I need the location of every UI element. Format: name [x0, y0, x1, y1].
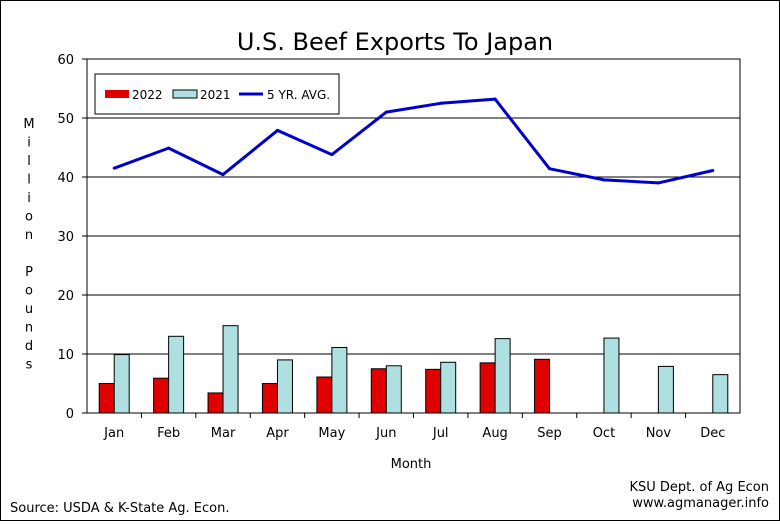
line-point-apr [275, 128, 279, 132]
y-axis-label-char: n [25, 228, 33, 243]
bar-2021-oct [603, 337, 620, 414]
y-axis-label-char: o [25, 210, 33, 225]
x-axis-ticks: Jan Feb Mar Apr May Jun Jul Aug Sep Oct Nov Dec [103, 413, 725, 441]
legend-box [94, 73, 340, 115]
y-tick-label-60: 60 [57, 53, 74, 68]
bar-2021-jun [385, 365, 402, 414]
bar-2021-aug [494, 338, 511, 414]
line-point-nov [656, 181, 660, 185]
x-tick-label-jan: Jan [103, 426, 124, 441]
line-point-may [330, 153, 334, 157]
y-tick-label-10: 10 [57, 348, 74, 363]
legend-label-5yr-avg: 5 YR. AVG. [267, 88, 330, 102]
chart-title: U.S. Beef Exports To Japan [237, 28, 553, 56]
x-tick-label-sep: Sep [537, 426, 562, 441]
y-axis-ticks: 0 10 20 30 40 50 60 [57, 53, 87, 422]
y-axis-label-char: P [25, 265, 33, 280]
source-note: Source: USDA & K-State Ag. Econ. [10, 501, 230, 516]
x-tick-label-apr: Apr [266, 426, 289, 441]
bar-2021-apr [276, 359, 293, 414]
line-point-feb [167, 146, 171, 150]
x-tick-label-aug: Aug [482, 426, 507, 441]
y-axis-label-char: s [26, 358, 33, 373]
x-tick-label-mar: Mar [211, 426, 236, 441]
bar-2022-may [316, 376, 333, 414]
org-name: KSU Dept. of Ag Econ [629, 480, 769, 495]
y-tick-label-50: 50 [57, 112, 74, 127]
avg-line [112, 97, 715, 185]
y-axis-label-char: l [27, 154, 31, 169]
x-tick-label-feb: Feb [157, 426, 180, 441]
y-tick-label-0: 0 [66, 407, 74, 422]
line-point-jun [384, 110, 388, 114]
x-tick-label-oct: Oct [593, 426, 615, 441]
y-axis-label-char: i [27, 191, 31, 206]
y-axis-label-char: d [25, 339, 33, 354]
org-website: www.agmanager.info [632, 496, 769, 511]
bar-2021-jul [440, 361, 457, 414]
y-axis-label-char: l [27, 173, 31, 188]
y-axis-label-char: n [25, 321, 33, 336]
bars [98, 325, 729, 414]
y-axis-label-char: o [25, 284, 33, 299]
line-point-sep [548, 167, 552, 171]
bar-2021-mar [222, 325, 239, 414]
line-point-mar [221, 173, 225, 177]
x-tick-label-jun: Jun [375, 426, 396, 441]
bar-2022-sep [534, 358, 551, 414]
bar-2022-apr [261, 383, 278, 414]
gridlines [87, 117, 740, 355]
bar-2021-dec [712, 374, 729, 414]
bar-2022-feb [153, 377, 170, 414]
legend-label-2021: 2021 [200, 88, 231, 102]
legend-swatch-2022 [105, 90, 129, 98]
legend-label-2022: 2022 [132, 88, 163, 102]
line-series-5yr-avg [113, 97, 714, 185]
bar-2021-feb [168, 335, 185, 414]
line-point-jul [439, 101, 443, 105]
y-axis-label-char: i [27, 136, 31, 151]
line-point-jan [112, 166, 116, 170]
legend-swatch-2021 [172, 89, 198, 99]
line-point-oct [602, 178, 606, 182]
line-point-aug [493, 97, 497, 101]
bar-2022-jan [98, 383, 115, 414]
y-tick-label-30: 30 [57, 230, 74, 245]
legend: 2022 2021 5 YR. AVG. [94, 73, 340, 115]
bar-2022-jul [425, 368, 442, 414]
x-axis-label: Month [391, 457, 432, 472]
line-point-dec [711, 169, 715, 173]
y-tick-label-20: 20 [57, 289, 74, 304]
bar-2021-may [331, 347, 348, 414]
bar-2021-jan [113, 354, 130, 414]
x-tick-label-nov: Nov [646, 426, 672, 441]
y-tick-label-40: 40 [57, 171, 74, 186]
bar-2022-mar [207, 392, 224, 414]
x-tick-label-may: May [318, 426, 345, 441]
bar-2022-aug [479, 362, 496, 414]
y-axis-label-char: M [23, 117, 34, 132]
bar-2022-jun [370, 368, 387, 414]
y-axis-label-char: u [25, 302, 33, 317]
bar-2021-nov [657, 365, 674, 414]
x-tick-label-jul: Jul [432, 426, 449, 441]
x-tick-label-dec: Dec [700, 426, 725, 441]
